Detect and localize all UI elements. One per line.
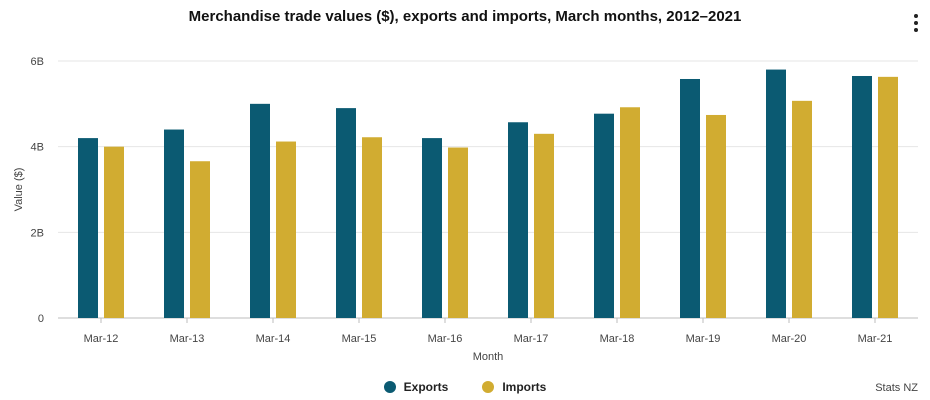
chart-legend: Exports Imports [0,380,930,394]
y-tick-label: 2B [31,227,44,239]
bar-imports[interactable] [620,107,640,318]
bar-exports[interactable] [508,122,528,318]
x-tick-label: Mar-18 [600,333,635,345]
legend-item-imports[interactable]: Imports [482,380,546,394]
ellipsis-dot-icon [914,14,918,18]
bar-exports[interactable] [422,138,442,318]
x-tick-label: Mar-20 [772,333,807,345]
ellipsis-dot-icon [914,21,918,25]
y-tick-label: 6B [31,56,44,68]
bar-exports[interactable] [250,103,270,318]
bar-exports[interactable] [78,138,98,318]
bar-imports[interactable] [534,133,554,318]
x-tick-label: Mar-16 [428,333,463,345]
bar-exports[interactable] [680,78,700,319]
x-tick-label: Mar-12 [84,333,119,345]
legend-swatch-exports-icon [383,381,396,393]
bar-imports[interactable] [706,114,726,318]
legend-label-exports: Exports [403,380,449,394]
bar-imports[interactable] [362,137,382,318]
x-tick-label: Mar-14 [256,333,291,345]
chart-menu-button[interactable] [908,12,924,34]
x-axis-title: Month [473,351,504,363]
x-tick-label: Mar-17 [514,333,549,345]
bar-imports[interactable] [276,141,296,318]
bar-imports[interactable] [448,147,468,318]
bar-exports[interactable] [594,113,614,318]
x-tick-label: Mar-19 [686,333,721,345]
chart-title: Merchandise trade values ($), exports an… [188,8,742,25]
x-tick-label: Mar-13 [170,333,205,345]
bar-exports[interactable] [852,75,872,318]
y-tick-label: 0 [38,313,44,325]
bar-imports[interactable] [792,100,812,319]
bar-exports[interactable] [766,69,786,318]
ellipsis-dot-icon [914,28,918,32]
bar-exports[interactable] [336,108,356,318]
legend-swatch-imports-icon [482,381,495,393]
x-tick-label: Mar-21 [858,333,893,345]
y-axis-title: Value ($) [13,168,25,212]
bar-chart: 0 2B 4B 6B Value ($) Mar-12 Mar-13 Mar-14 Mar-15… [13,56,918,363]
legend-label-imports: Imports [502,380,547,394]
bar-imports[interactable] [104,146,124,318]
legend-item-exports[interactable]: Exports [383,380,449,394]
y-tick-label: 4B [31,142,44,154]
x-tick-label: Mar-15 [342,333,377,345]
source-label: Stats NZ [875,382,918,394]
bar-imports[interactable] [190,161,210,318]
bar-exports[interactable] [164,129,184,318]
bar-imports[interactable] [878,76,898,319]
